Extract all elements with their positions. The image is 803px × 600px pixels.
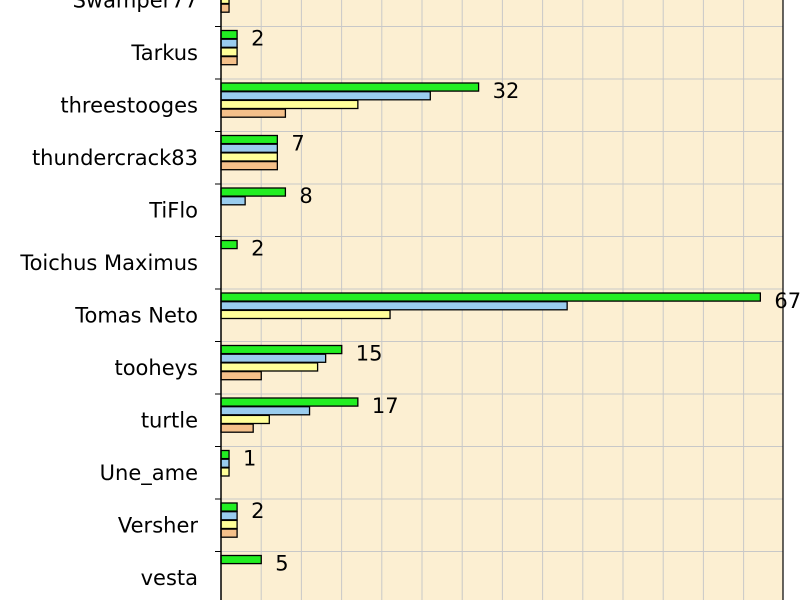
bar	[220, 38, 238, 48]
category-label: Versher	[118, 513, 198, 537]
bar	[220, 47, 238, 57]
data-label: 5	[275, 552, 288, 576]
bar	[220, 160, 278, 171]
bar	[220, 143, 278, 153]
bar	[220, 519, 238, 530]
category-label: tooheys	[114, 356, 198, 380]
bar	[220, 449, 230, 460]
bar	[220, 309, 391, 320]
bar	[220, 406, 311, 416]
bar	[220, 511, 238, 521]
bar	[220, 370, 262, 381]
bar	[220, 239, 238, 250]
data-label: 8	[299, 184, 312, 208]
category-label: threestooges	[60, 93, 198, 117]
bar	[220, 91, 431, 101]
bar	[220, 82, 480, 92]
category-label: TiFlo	[148, 198, 198, 222]
bar	[220, 528, 238, 538]
data-label: 17	[372, 394, 399, 418]
bar	[220, 458, 230, 468]
data-label: 15	[356, 342, 383, 366]
category-label: Toichus Maximus	[19, 251, 198, 275]
data-label: 2	[251, 499, 264, 523]
bar	[220, 467, 230, 477]
bar	[220, 29, 238, 40]
data-label: 1	[243, 447, 256, 471]
bar	[220, 196, 246, 206]
data-label: 67	[774, 289, 801, 313]
bar	[220, 362, 319, 372]
bar	[220, 344, 343, 355]
data-label: 2	[251, 237, 264, 261]
bar	[220, 3, 230, 13]
bar	[220, 187, 287, 197]
bar	[220, 414, 270, 425]
category-label: Tomas Neto	[74, 303, 198, 327]
bar	[220, 152, 278, 162]
bar	[220, 502, 238, 512]
category-label: vesta	[141, 566, 198, 590]
data-label: 32	[493, 79, 520, 103]
bar	[220, 99, 359, 110]
category-label: Une_ame	[100, 461, 198, 486]
bar	[220, 301, 568, 311]
bar	[220, 134, 278, 145]
bar	[220, 108, 287, 118]
category-label: thundercrack83	[32, 146, 198, 170]
data-label: 7	[291, 132, 304, 156]
category-label: Tarkus	[130, 41, 198, 65]
bar	[220, 554, 262, 565]
category-label: turtle	[141, 408, 198, 432]
data-label: 2	[251, 27, 264, 51]
bar	[220, 353, 327, 363]
category-label: Swamper77	[73, 0, 198, 12]
bar	[220, 423, 254, 433]
bar	[220, 55, 238, 66]
bar	[220, 292, 761, 302]
bar	[220, 397, 359, 407]
bar	[220, 0, 230, 5]
